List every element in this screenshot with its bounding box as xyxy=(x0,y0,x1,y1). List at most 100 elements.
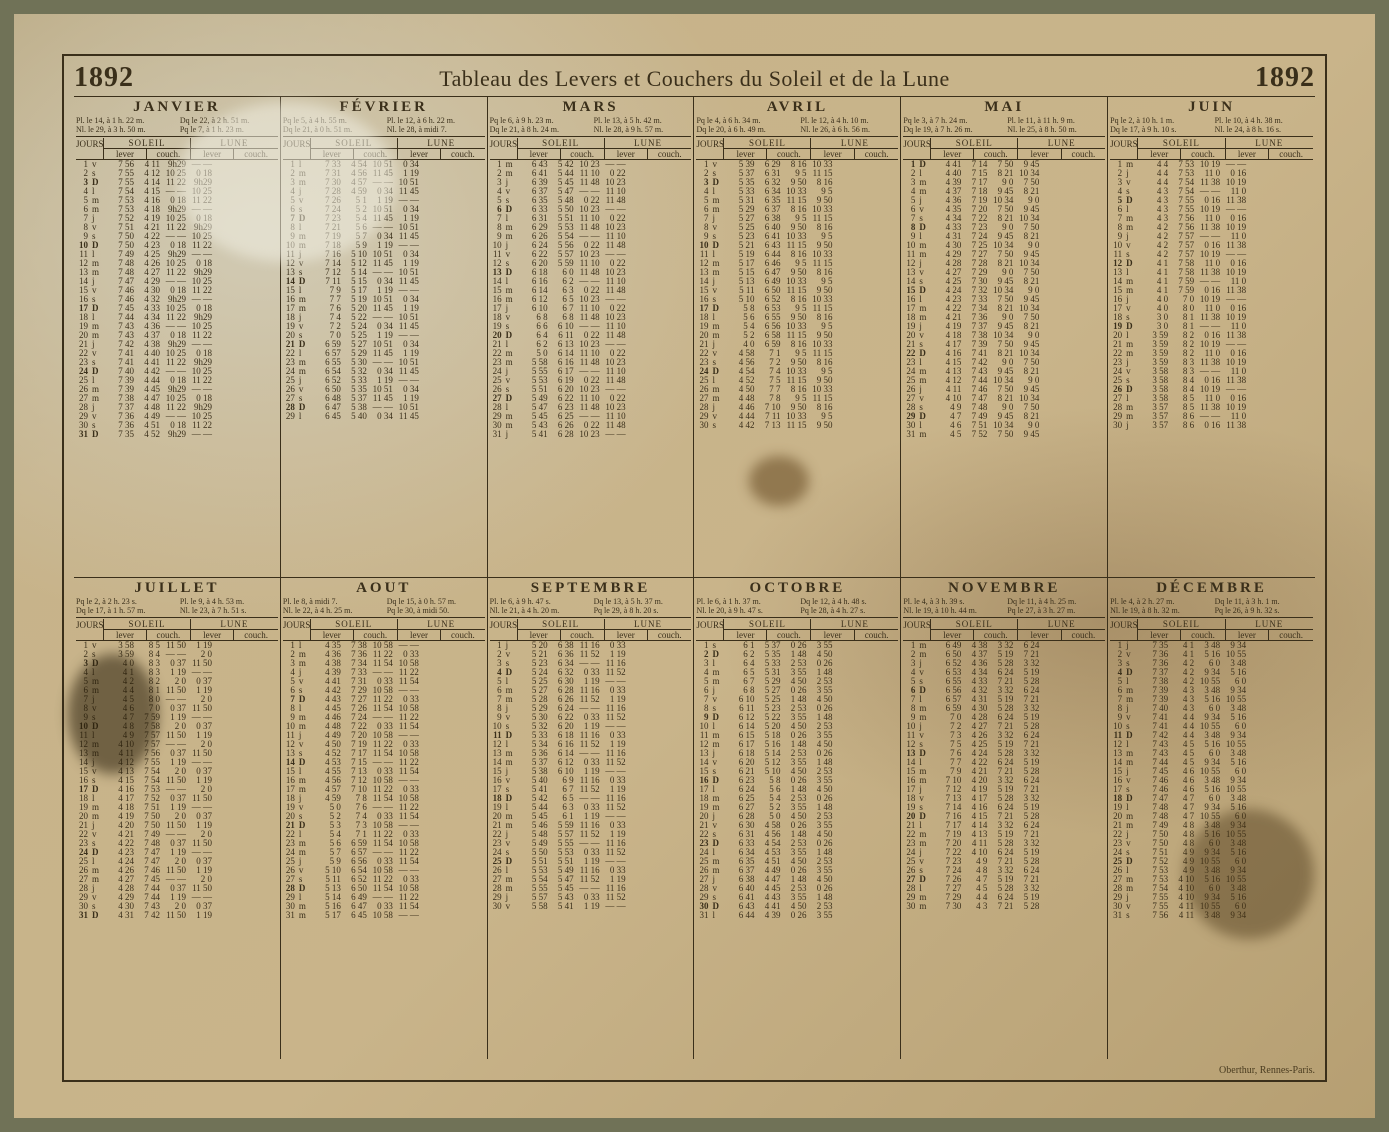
weekday-letter: D xyxy=(92,430,108,439)
month-name: DÉCEMBRE xyxy=(1110,580,1313,597)
col-jours: JOURS xyxy=(490,138,518,159)
moon-phase-line: Nl. le 26, à 6 h. 56 m. xyxy=(800,126,898,135)
moon-phase-line: Dq le 19, à 7 h. 26 m. xyxy=(903,126,1001,135)
moon-phases: Pl. le 14, à 1 h. 22 m.Dq le 22, à 2 h. … xyxy=(76,117,278,137)
weekday-letter: D xyxy=(506,731,522,740)
weekday-letter: D xyxy=(506,268,522,277)
day-number: 30 xyxy=(490,902,502,911)
weekday-letter: D xyxy=(506,331,522,340)
moon-rise: 0 26 xyxy=(784,911,806,920)
moon-phase-line: Pq le 28, à 4 h. 27 s. xyxy=(800,607,898,616)
col-jours: JOURS xyxy=(76,619,104,640)
month-juin: JUINPq le 2, à 10 h. 1 m.Pl. le 10, à 4 … xyxy=(1108,97,1315,578)
col-lune: LUNElevercouch. xyxy=(811,619,898,640)
col-soleil: SOLEILlevercouch. xyxy=(931,619,1018,640)
moon-rise: 11 50 xyxy=(164,911,186,920)
month-avril: AVRILPq le 4, à 6 h. 34 m.Pl. le 12, à 4… xyxy=(694,97,901,578)
col-lune: LUNElevercouch. xyxy=(398,138,485,159)
sun-rise: 3 57 xyxy=(1146,421,1168,430)
month-body: 1l 7 33 4 5410 510 342m 7 31 4 5611 451 … xyxy=(283,160,485,577)
col-lune: LUNElevercouch. xyxy=(605,138,692,159)
column-header: JOURSSOLEILlevercouch.LUNElevercouch. xyxy=(696,138,898,160)
moon-phase-line: Nl. le 20, à 9 h. 47 s. xyxy=(696,607,794,616)
month-name: JANVIER xyxy=(76,99,278,116)
imprint: Oberthur, Rennes-Paris. xyxy=(1219,1065,1315,1076)
sun-rise: 6 44 xyxy=(732,911,754,920)
moon-rise: 0 16 xyxy=(1198,421,1220,430)
moon-rise: 7 50 xyxy=(991,430,1013,439)
day-number: 31 xyxy=(1110,911,1122,920)
weekday-letter: m xyxy=(506,358,522,367)
column-header: JOURSSOLEILlevercouch.LUNElevercouch. xyxy=(696,619,898,641)
month-body: 1m 4 4 7 5310 19— —2j 4 4 7 5311 00 163v… xyxy=(1110,160,1313,577)
sun-rise: 6 45 xyxy=(319,412,341,421)
column-header: JOURSSOLEILlevercouch.LUNElevercouch. xyxy=(1110,138,1313,160)
moon-rise: 0 34 xyxy=(371,412,393,421)
col-jours: JOURS xyxy=(283,619,311,640)
moon-phase-line: Dq le 20, à 6 h. 49 m. xyxy=(696,126,794,135)
weekday-letter: m xyxy=(299,911,315,920)
moon-phase-line: Dq le 17, à 9 h. 10 s. xyxy=(1110,126,1208,135)
weekday-letter: D xyxy=(299,340,315,349)
col-jours: JOURS xyxy=(903,138,931,159)
moon-set: — — xyxy=(604,902,626,911)
day-number: 31 xyxy=(490,430,502,439)
col-jours: JOURS xyxy=(696,138,724,159)
weekday-letter: s xyxy=(1126,911,1142,920)
col-lune: LUNElevercouch. xyxy=(605,619,692,640)
col-jours: JOURS xyxy=(696,619,724,640)
column-header: JOURSSOLEILlevercouch.LUNElevercouch. xyxy=(490,619,692,641)
column-header: JOURSSOLEILlevercouch.LUNElevercouch. xyxy=(283,138,485,160)
sun-rise: 7 56 xyxy=(1146,911,1168,920)
moon-phase-line: Pq le 30, à midi 50. xyxy=(387,607,485,616)
moon-set: — — xyxy=(190,430,212,439)
sun-set: 7 13 xyxy=(758,421,780,430)
day-number: 31 xyxy=(76,911,88,920)
moon-set: 3 55 xyxy=(810,911,832,920)
moon-phases: Pl. le 4, à 2 h. 27 m.Dq le 11, à 3 h. 1… xyxy=(1110,598,1313,618)
col-soleil: SOLEILlevercouch. xyxy=(1138,138,1225,159)
weekday-letter: m xyxy=(506,169,522,178)
month-name: OCTOBRE xyxy=(696,580,898,597)
moon-phase-line: Nl. le 28, à 9 h. 57 m. xyxy=(594,126,692,135)
moon-set: 9 50 xyxy=(810,421,832,430)
month-aout: AOUTPl. le 8, à midi 7.Dq le 15, à 0 h. … xyxy=(281,578,488,1059)
weekday-letter: j xyxy=(506,430,522,439)
sun-rise: 4 42 xyxy=(732,421,754,430)
day-number: 31 xyxy=(696,911,708,920)
weekday-letter: D xyxy=(299,758,315,767)
moon-phase-line: Pq le 7, à 1 h. 23 m. xyxy=(180,126,278,135)
col-jours: JOURS xyxy=(1110,138,1138,159)
moon-rise: 3 48 xyxy=(1198,911,1220,920)
weekday-letter: D xyxy=(506,668,522,677)
month-body: 1l 4 35 7 3810 58— —2m 4 36 7 3611 220 3… xyxy=(283,641,485,1059)
sun-rise: 7 30 xyxy=(939,902,961,911)
weekday-letter: D xyxy=(506,394,522,403)
moon-phases: Pq le 5, à 4 h. 55 m.Pl. le 12, à 6 h. 2… xyxy=(283,117,485,137)
col-lune: LUNElevercouch. xyxy=(811,138,898,159)
moon-phase-line: Dq le 17, à 1 h. 57 m. xyxy=(76,607,174,616)
page-frame: 1892 Tableau des Levers et Couchers du S… xyxy=(62,54,1327,1082)
day-row: 31s 7 56 4 113 489 34 xyxy=(1110,911,1313,920)
sun-set: 5 40 xyxy=(345,412,367,421)
weekday-letter: j xyxy=(1126,421,1142,430)
month-janvier: JANVIERPl. le 14, à 1 h. 22 m.Dq le 22, … xyxy=(74,97,281,578)
col-lune: LUNElevercouch. xyxy=(1018,619,1105,640)
moon-phase-line: Nl. le 19, à 10 h. 44 m. xyxy=(903,607,1001,616)
day-row: 30s 4 42 7 1311 159 50 xyxy=(696,421,898,430)
weekday-letter: m xyxy=(299,178,315,187)
moon-phase-line: Pq le 26, à 9 h. 32 s. xyxy=(1215,607,1313,616)
col-soleil: SOLEILlevercouch. xyxy=(104,138,191,159)
moon-phase-line: Dq le 21, à 8 h. 24 m. xyxy=(490,126,588,135)
moon-phase-line: Nl. le 21, à 4 h. 20 m. xyxy=(490,607,588,616)
col-soleil: SOLEILlevercouch. xyxy=(724,138,811,159)
moon-set: 1 19 xyxy=(190,911,212,920)
weekday-letter: D xyxy=(299,695,315,704)
sun-set: 4 3 xyxy=(965,902,987,911)
moon-phases: Pl. le 6, à 1 h. 37 m.Dq le 12, à 4 h. 4… xyxy=(696,598,898,618)
weekday-letter: m xyxy=(299,848,315,857)
weekday-letter: m xyxy=(919,902,935,911)
day-row: 31m 4 5 7 527 509 45 xyxy=(903,430,1105,439)
month-mars: MARSPq le 6, à 9 h. 23 m.Pl. le 13, à 5 … xyxy=(488,97,695,578)
day-row: 31D 7 35 4 529h29— — xyxy=(76,430,278,439)
